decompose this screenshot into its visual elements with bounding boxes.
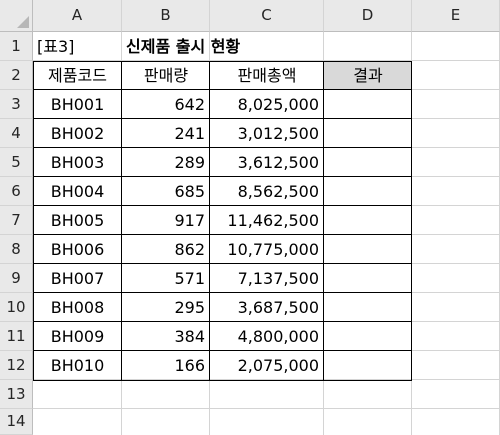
cell-a1-table-label[interactable]: [표3] <box>37 36 75 56</box>
table-border <box>33 321 412 322</box>
table-border <box>209 61 210 381</box>
gridline <box>33 408 500 409</box>
gridline <box>33 60 500 61</box>
cell-c12[interactable]: 2,075,000 <box>237 355 319 375</box>
table-border <box>33 147 412 148</box>
cell-b11[interactable]: 384 <box>174 326 205 346</box>
cell-c5[interactable]: 3,612,500 <box>237 152 319 172</box>
cell-a8[interactable]: BH006 <box>50 239 105 259</box>
cell-c10[interactable]: 3,687,500 <box>237 297 319 317</box>
cell-b3[interactable]: 642 <box>174 94 205 114</box>
cell-b2-header-qty[interactable]: 판매량 <box>143 65 189 85</box>
row-header-3[interactable]: 3 <box>0 90 33 119</box>
cell-d2-header-result[interactable]: 결과 <box>353 65 383 85</box>
cell-d12[interactable] <box>324 351 412 380</box>
cell-b8[interactable]: 862 <box>174 239 205 259</box>
cell-c6[interactable]: 8,562,500 <box>237 181 319 201</box>
cell-a9[interactable]: BH007 <box>50 268 105 288</box>
row-header-6[interactable]: 6 <box>0 177 33 206</box>
cell-c8[interactable]: 10,775,000 <box>227 239 319 259</box>
row-header-5[interactable]: 5 <box>0 148 33 177</box>
select-all-corner[interactable] <box>0 0 33 32</box>
cell-b4[interactable]: 241 <box>174 123 205 143</box>
cell-d4[interactable] <box>324 119 412 148</box>
table-border <box>33 234 412 235</box>
row-header-7[interactable]: 7 <box>0 206 33 235</box>
table-border <box>121 61 122 381</box>
cell-a11[interactable]: BH009 <box>50 326 105 346</box>
table-border <box>33 380 412 381</box>
gridline <box>33 379 500 380</box>
column-header-a[interactable]: A <box>33 0 122 32</box>
cell-d11[interactable] <box>324 322 412 351</box>
cell-b1-table-title[interactable]: 신제품 출시 현황 <box>126 36 241 56</box>
select-all-triangle-icon <box>17 16 29 28</box>
cell-c3[interactable]: 8,025,000 <box>237 94 319 114</box>
cell-d6[interactable] <box>324 177 412 206</box>
row-header-1[interactable]: 1 <box>0 32 33 61</box>
cell-d9[interactable] <box>324 264 412 293</box>
cell-c2-header-total[interactable]: 판매총액 <box>237 65 297 85</box>
cell-a10[interactable]: BH008 <box>50 297 105 317</box>
table-border <box>33 292 412 293</box>
cell-b6[interactable]: 685 <box>174 181 205 201</box>
row-header-10[interactable]: 10 <box>0 293 33 322</box>
row-header-8[interactable]: 8 <box>0 235 33 264</box>
cell-a5[interactable]: BH003 <box>50 152 105 172</box>
cell-a3[interactable]: BH001 <box>50 94 105 114</box>
cell-d5[interactable] <box>324 148 412 177</box>
cell-b10[interactable]: 295 <box>174 297 205 317</box>
table-border <box>323 61 324 381</box>
cell-c9[interactable]: 7,137,500 <box>237 268 319 288</box>
column-header-d[interactable]: D <box>324 0 412 32</box>
row-header-4[interactable]: 4 <box>0 119 33 148</box>
row-header-14[interactable]: 14 <box>0 409 33 435</box>
cell-a4[interactable]: BH002 <box>50 123 105 143</box>
cell-b7[interactable]: 917 <box>174 210 205 230</box>
table-border <box>33 89 412 90</box>
row-header-12[interactable]: 12 <box>0 351 33 380</box>
cell-a2-header-code[interactable]: 제품코드 <box>48 65 107 85</box>
cell-d7[interactable] <box>324 206 412 235</box>
column-header-c[interactable]: C <box>210 0 324 32</box>
cell-c4[interactable]: 3,012,500 <box>237 123 319 143</box>
cell-a7[interactable]: BH005 <box>50 210 105 230</box>
row-header-9[interactable]: 9 <box>0 264 33 293</box>
cell-b9[interactable]: 571 <box>174 268 205 288</box>
cell-d3[interactable] <box>324 90 412 119</box>
result-header-fill <box>324 61 412 90</box>
table-border <box>33 118 412 119</box>
table-border <box>33 61 34 381</box>
cell-c7[interactable]: 11,462,500 <box>227 210 319 230</box>
cell-d8[interactable] <box>324 235 412 264</box>
column-header-b[interactable]: B <box>122 0 210 32</box>
table-border <box>33 176 412 177</box>
cell-a6[interactable]: BH004 <box>50 181 105 201</box>
row-header-11[interactable]: 11 <box>0 322 33 351</box>
row-header-13[interactable]: 13 <box>0 380 33 409</box>
table-border <box>33 350 412 351</box>
table-border <box>33 205 412 206</box>
cell-b12[interactable]: 166 <box>174 355 205 375</box>
cell-b5[interactable]: 289 <box>174 152 205 172</box>
cell-d10[interactable] <box>324 293 412 322</box>
cell-a12[interactable]: BH010 <box>50 355 105 375</box>
table-border <box>33 61 412 62</box>
table-border <box>33 263 412 264</box>
table-border <box>411 61 412 381</box>
cell-c11[interactable]: 4,800,000 <box>237 326 319 346</box>
row-header-2[interactable]: 2 <box>0 61 33 90</box>
column-header-e[interactable]: E <box>412 0 500 32</box>
